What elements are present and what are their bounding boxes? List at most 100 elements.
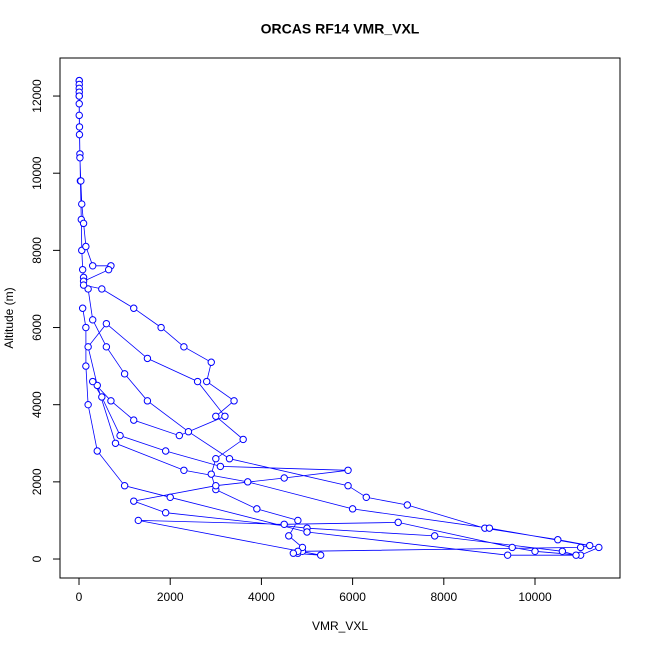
data-point	[485, 524, 494, 532]
plot-frame	[59, 57, 621, 579]
data-point	[102, 343, 111, 351]
data-point	[75, 100, 83, 108]
data-point	[120, 482, 129, 490]
data-point	[130, 416, 138, 424]
data-point	[84, 400, 92, 409]
data-point	[130, 497, 138, 505]
data-point	[157, 323, 165, 332]
data-point	[362, 493, 370, 501]
data-point	[180, 466, 188, 474]
data-point	[82, 323, 90, 332]
data-point	[503, 551, 512, 559]
data-point	[78, 304, 87, 312]
data-point	[595, 543, 603, 552]
data-point	[212, 455, 220, 463]
data-point	[82, 242, 90, 251]
x-tick-label: 2000	[157, 590, 184, 604]
data-point	[78, 200, 86, 208]
x-tick-label: 10000	[518, 590, 552, 604]
y-tick-label: 6000	[30, 314, 44, 341]
x-tick-label: 8000	[430, 590, 457, 604]
data-point	[285, 532, 293, 540]
data-point	[120, 370, 129, 378]
data-point	[161, 509, 170, 517]
y-tick-label: 2000	[30, 468, 44, 495]
data-point	[75, 111, 83, 120]
data-point	[75, 130, 84, 139]
data-point	[280, 474, 288, 482]
data-point	[79, 219, 88, 228]
y-tick-label: 12000	[30, 79, 44, 113]
data-point	[294, 516, 302, 525]
data-point	[88, 316, 97, 324]
y-tick-label: 4000	[30, 391, 44, 418]
data-point	[531, 547, 539, 556]
data-point	[280, 520, 288, 528]
x-axis-label: VMR_VXL	[312, 619, 368, 633]
data-point	[253, 505, 261, 513]
data-point	[143, 397, 152, 405]
data-point	[230, 397, 238, 405]
data-point	[239, 435, 247, 444]
data-point	[143, 354, 152, 363]
data-point	[77, 177, 85, 185]
data-point	[88, 377, 97, 386]
data-point	[394, 518, 402, 527]
data-point	[289, 549, 298, 557]
data-point	[79, 281, 88, 289]
data-point	[130, 304, 138, 312]
data-point	[298, 543, 307, 552]
data-point	[554, 536, 562, 544]
data-point	[344, 466, 352, 474]
data-point	[76, 154, 84, 162]
data-point	[102, 319, 111, 328]
data-point	[216, 462, 225, 471]
data-point	[207, 358, 215, 366]
data-point	[111, 439, 120, 447]
data-point	[508, 543, 516, 552]
data-point	[207, 470, 215, 478]
data-point	[166, 493, 174, 501]
x-tick-label: 0	[76, 590, 83, 604]
data-point	[576, 543, 585, 552]
data-point	[75, 92, 83, 100]
y-tick-label: 0	[30, 555, 44, 562]
y-tick-label: 8000	[30, 237, 44, 264]
data-point	[403, 501, 412, 509]
data-point	[180, 343, 188, 351]
data-point	[93, 381, 101, 390]
data-point	[344, 482, 352, 490]
data-point	[430, 532, 439, 540]
data-point	[104, 265, 113, 274]
data-point	[212, 482, 220, 490]
data-point	[98, 393, 106, 401]
data-point	[78, 265, 87, 274]
data-point	[116, 431, 124, 440]
data-point	[98, 285, 106, 293]
data-point	[84, 343, 92, 351]
data-point	[572, 551, 580, 559]
data-point	[88, 262, 97, 270]
data-point	[193, 377, 202, 386]
data-point	[134, 516, 142, 525]
data-point	[225, 455, 234, 463]
y-tick-label: 10000	[30, 156, 44, 190]
y-axis-label: Altitude (m)	[2, 287, 16, 348]
data-point	[107, 397, 115, 405]
data-point	[212, 412, 220, 420]
data-point	[84, 285, 92, 293]
data-point	[175, 431, 184, 440]
data-point	[221, 412, 229, 420]
data-point	[586, 541, 594, 550]
data-point	[93, 447, 101, 455]
data-point	[75, 123, 84, 131]
data-point	[161, 447, 170, 455]
data-point	[184, 427, 193, 436]
data-point	[558, 547, 567, 556]
chart-title: ORCAS RF14 VMR_VXL	[261, 21, 420, 37]
data-point	[303, 528, 311, 536]
x-tick-label: 6000	[339, 590, 366, 604]
x-tick-label: 4000	[248, 590, 275, 604]
data-point	[244, 478, 252, 486]
